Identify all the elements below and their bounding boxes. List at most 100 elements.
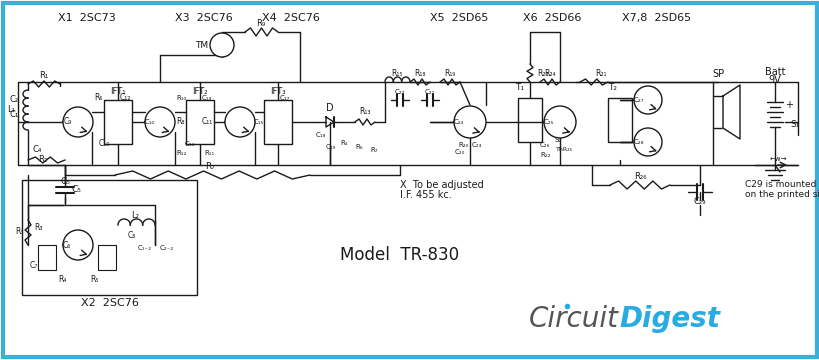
Text: +: + xyxy=(784,100,792,110)
Text: X4  2SC76: X4 2SC76 xyxy=(262,13,319,23)
Text: C₂₉: C₂₉ xyxy=(693,198,705,207)
FancyBboxPatch shape xyxy=(3,3,816,357)
Text: C₅: C₅ xyxy=(60,177,70,186)
Text: R₈: R₈ xyxy=(176,117,184,126)
Text: R₃: R₃ xyxy=(15,228,24,237)
Text: S₂: S₂ xyxy=(554,137,562,143)
Text: C₁₂: C₁₂ xyxy=(120,94,131,103)
Text: C₁₉: C₁₉ xyxy=(326,144,336,150)
Bar xyxy=(104,100,132,144)
Bar xyxy=(186,100,214,144)
Text: R₂₂: R₂₂ xyxy=(540,152,550,158)
Text: C₁₀: C₁₀ xyxy=(98,139,110,148)
Text: T₁: T₁ xyxy=(514,82,523,91)
Text: C₁₈: C₁₈ xyxy=(315,132,326,138)
Text: L₂: L₂ xyxy=(131,211,138,220)
Text: R₁₈: R₁₈ xyxy=(414,69,425,78)
Text: C₂₅: C₂₅ xyxy=(543,119,554,125)
Text: X  To be adjusted: X To be adjusted xyxy=(400,180,483,190)
Text: R₁₉: R₁₉ xyxy=(444,69,455,78)
Text: T₂: T₂ xyxy=(607,82,616,91)
Text: C₂₂: C₂₂ xyxy=(394,89,405,95)
Text: TM: TM xyxy=(195,40,208,49)
Text: R₉: R₉ xyxy=(256,19,265,28)
Text: R₂₆: R₂₆ xyxy=(633,172,645,181)
Text: C₂: C₂ xyxy=(10,95,19,104)
Text: X2  2SC76: X2 2SC76 xyxy=(81,298,138,308)
Text: X3  2SC76: X3 2SC76 xyxy=(174,13,233,23)
Text: Circuit: Circuit xyxy=(528,305,618,333)
Circle shape xyxy=(145,107,174,137)
Bar xyxy=(518,98,541,142)
Text: IFT₂: IFT₂ xyxy=(192,87,207,96)
Text: SP: SP xyxy=(711,69,723,79)
Circle shape xyxy=(543,106,575,138)
Text: Batt: Batt xyxy=(764,67,785,77)
Text: R₁: R₁ xyxy=(39,71,48,80)
Text: C₉: C₉ xyxy=(64,117,72,126)
Text: R₁₅: R₁₅ xyxy=(391,69,402,78)
Text: R₃: R₃ xyxy=(34,224,43,233)
Text: C₂₇: C₂₇ xyxy=(633,97,644,103)
Text: C₂₆: C₂₆ xyxy=(540,142,550,148)
Text: C₁₀: C₁₀ xyxy=(145,119,155,125)
Text: C₁: C₁ xyxy=(9,111,19,120)
Text: C₁₋₂: C₁₋₂ xyxy=(138,245,152,251)
Text: R₂₄: R₂₄ xyxy=(544,69,555,78)
Bar xyxy=(264,100,292,144)
Text: C₇: C₇ xyxy=(30,261,38,270)
Text: C₁₃: C₁₃ xyxy=(201,95,212,101)
Text: R₁₀: R₁₀ xyxy=(176,95,186,101)
Text: C₈: C₈ xyxy=(128,230,136,239)
Circle shape xyxy=(63,107,93,137)
Bar xyxy=(98,245,115,270)
Text: Model  TR-830: Model TR-830 xyxy=(340,246,459,264)
Circle shape xyxy=(454,106,486,138)
Text: C₆: C₆ xyxy=(63,240,71,249)
Text: S₁: S₁ xyxy=(789,121,799,130)
Text: X6  2SD66: X6 2SD66 xyxy=(523,13,581,23)
Text: C₂₋₂: C₂₋₂ xyxy=(160,245,174,251)
Text: C₂₁: C₂₁ xyxy=(424,89,435,95)
Text: R₂: R₂ xyxy=(38,156,47,165)
Text: R₆: R₆ xyxy=(355,144,362,150)
Text: R₆: R₆ xyxy=(94,94,102,103)
Text: X5  2SD65: X5 2SD65 xyxy=(429,13,488,23)
Text: 9V: 9V xyxy=(767,75,781,85)
Text: R₂₁: R₂₁ xyxy=(595,69,606,78)
Text: ThR₂₅: ThR₂₅ xyxy=(555,148,572,153)
Text: C₄: C₄ xyxy=(33,145,43,154)
Text: R₅: R₅ xyxy=(90,275,98,284)
Text: C₂₄: C₂₄ xyxy=(454,119,464,125)
Bar xyxy=(607,98,631,142)
Text: C₁₄: C₁₄ xyxy=(184,141,195,147)
Text: C₁₇: C₁₇ xyxy=(279,95,290,101)
Text: R₁₁: R₁₁ xyxy=(204,150,214,156)
Text: IFT₁: IFT₁ xyxy=(110,87,125,96)
Text: R₇: R₇ xyxy=(205,162,215,171)
Polygon shape xyxy=(722,85,739,139)
Text: R₁₃: R₁₃ xyxy=(359,108,370,117)
Text: C29 is mounted: C29 is mounted xyxy=(744,180,816,189)
Text: ←w→: ←w→ xyxy=(769,156,786,162)
Text: IFT₃: IFT₃ xyxy=(270,87,285,96)
Text: R₄: R₄ xyxy=(340,140,347,146)
Text: D: D xyxy=(326,103,333,113)
Bar xyxy=(22,180,197,295)
Circle shape xyxy=(633,128,661,156)
Text: C₂₀: C₂₀ xyxy=(455,149,465,155)
Circle shape xyxy=(633,86,661,114)
Text: C₂₃: C₂₃ xyxy=(472,142,482,148)
Text: R₂₀: R₂₀ xyxy=(458,142,468,148)
Circle shape xyxy=(210,33,233,57)
Text: R₂₃: R₂₃ xyxy=(536,68,548,77)
Circle shape xyxy=(63,230,93,260)
Bar xyxy=(713,96,722,128)
Text: R₄: R₄ xyxy=(58,275,66,284)
Text: X7,8  2SD65: X7,8 2SD65 xyxy=(622,13,690,23)
Text: R₁₂: R₁₂ xyxy=(176,150,186,156)
Text: L₁: L₁ xyxy=(7,105,15,114)
Circle shape xyxy=(224,107,255,137)
Text: R₇: R₇ xyxy=(369,147,377,153)
Text: C₁₁: C₁₁ xyxy=(201,117,213,126)
